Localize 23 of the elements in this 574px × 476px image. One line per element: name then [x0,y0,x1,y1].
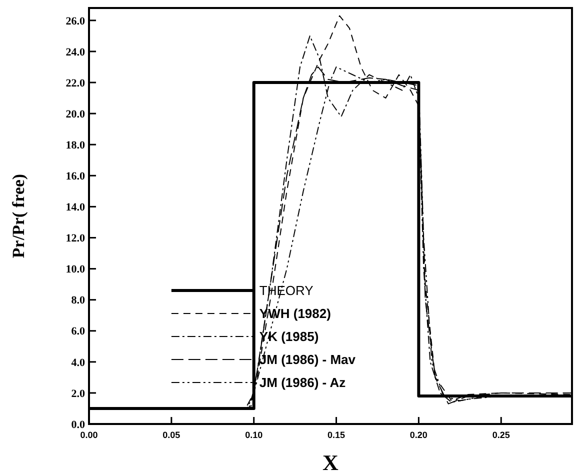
x-tick-label: 0.05 [162,430,180,440]
y-tick-label: 14.0 [66,202,86,214]
y-tick-label: 24.0 [66,46,86,58]
y-tick-label: 4.0 [71,356,86,369]
x-tick-label: 0.25 [492,430,510,440]
x-tick-label: 0.00 [80,430,98,440]
y-tick-label: 20.0 [66,108,86,120]
x-tick-label: 0.20 [410,430,428,440]
series-label: JM (1986) - Az [259,375,346,390]
y-tick-label: 2.0 [71,388,86,400]
x-tick-label: 0.15 [328,430,346,440]
x-tick-label: 0.10 [245,430,263,440]
y-tick-label: 22.0 [66,77,86,90]
y-tick-label: 6.0 [71,326,86,338]
y-tick-label: 16.0 [66,170,86,182]
y-tick-label: 8.0 [71,294,86,307]
y-tick-label: 12.0 [66,232,86,245]
y-tick-label: 26.0 [66,15,86,28]
y-axis-title: Pr/Pr( free) [9,174,28,258]
y-tick-label: 18.0 [66,139,86,152]
x-axis-title: X [322,450,339,475]
y-tick-label: 0.0 [71,418,86,431]
y-tick-label: 10.0 [66,264,86,276]
